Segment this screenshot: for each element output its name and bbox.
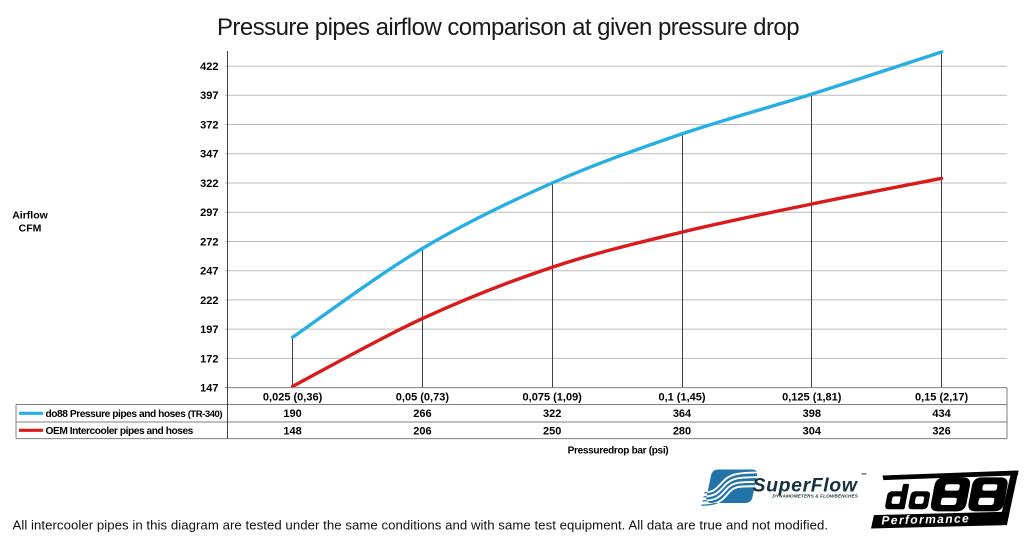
svg-text:™: ™ — [861, 472, 867, 479]
svg-text:0,075 (1,09): 0,075 (1,09) — [523, 391, 583, 403]
svg-text:OEM Intercooler pipes and hose: OEM Intercooler pipes and hoses — [46, 426, 194, 437]
svg-text:304: 304 — [803, 425, 822, 437]
svg-text:326: 326 — [932, 425, 950, 437]
svg-text:0,1 (1,45): 0,1 (1,45) — [658, 391, 705, 403]
svg-text:Performance: Performance — [881, 511, 970, 527]
svg-text:do88 Pressure pipes and hoses: do88 Pressure pipes and hoses (TR-340) — [46, 409, 223, 420]
svg-text:434: 434 — [932, 408, 951, 420]
svg-text:266: 266 — [413, 408, 431, 420]
svg-text:0,125 (1,81): 0,125 (1,81) — [782, 391, 842, 403]
svg-text:DYNAMOMETERS & FLOWBENCHES: DYNAMOMETERS & FLOWBENCHES — [772, 494, 858, 499]
svg-text:147: 147 — [200, 383, 218, 395]
svg-text:372: 372 — [200, 119, 218, 131]
svg-text:172: 172 — [200, 353, 218, 365]
svg-text:Pressuredrop bar (psi): Pressuredrop bar (psi) — [568, 445, 669, 456]
svg-text:272: 272 — [200, 236, 218, 248]
svg-text:322: 322 — [200, 178, 218, 190]
svg-text:190: 190 — [283, 408, 301, 420]
svg-text:206: 206 — [413, 425, 431, 437]
svg-text:250: 250 — [543, 425, 561, 437]
svg-text:0,025 (0,36): 0,025 (0,36) — [263, 391, 323, 403]
svg-text:222: 222 — [200, 295, 218, 307]
svg-text:397: 397 — [200, 90, 218, 102]
svg-text:CFM: CFM — [19, 222, 42, 234]
svg-text:All intercooler pipes in this: All intercooler pipes in this diagram ar… — [13, 518, 829, 533]
svg-text:247: 247 — [200, 266, 218, 278]
svg-text:398: 398 — [803, 408, 821, 420]
svg-text:422: 422 — [200, 61, 218, 73]
svg-text:Airflow: Airflow — [12, 210, 48, 222]
svg-text:364: 364 — [673, 408, 692, 420]
svg-text:197: 197 — [200, 324, 218, 336]
svg-text:297: 297 — [200, 207, 218, 219]
svg-text:Pressure pipes airflow compari: Pressure pipes airflow comparison at giv… — [217, 14, 799, 41]
svg-text:148: 148 — [283, 425, 301, 437]
svg-text:347: 347 — [200, 149, 218, 161]
svg-text:0,15 (2,17): 0,15 (2,17) — [915, 391, 969, 403]
svg-text:280: 280 — [673, 425, 691, 437]
svg-text:322: 322 — [543, 408, 561, 420]
svg-text:SuperFlow: SuperFlow — [753, 475, 859, 497]
svg-text:0,05 (0,73): 0,05 (0,73) — [396, 391, 450, 403]
